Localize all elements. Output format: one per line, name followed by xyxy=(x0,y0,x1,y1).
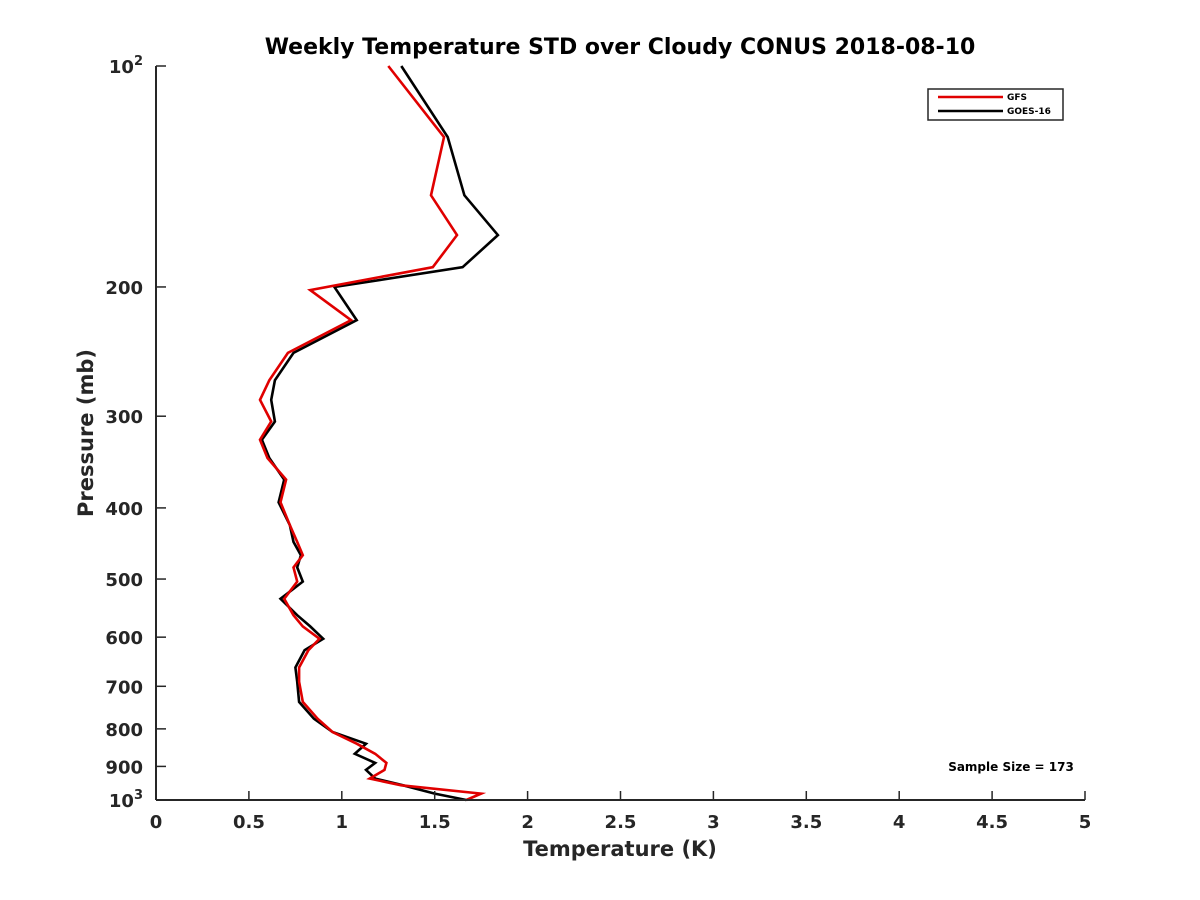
x-tick-label: 3.5 xyxy=(790,812,822,833)
legend: GFS GOES-16 xyxy=(927,88,1064,121)
sample-size-annotation: Sample Size = 173 xyxy=(948,760,1074,774)
x-tick-label: 1.5 xyxy=(419,812,451,833)
x-tick-label: 3 xyxy=(707,812,720,833)
y-tick-label: 300 xyxy=(105,407,143,428)
y-tick-label: 700 xyxy=(105,677,143,698)
series-line-goes16 xyxy=(260,65,500,802)
y-tick-label: 102 xyxy=(109,54,143,78)
x-tick-label: 0.5 xyxy=(233,812,265,833)
x-tick-label: 4 xyxy=(893,812,906,833)
y-axis-ticks: 102 200 300 400 500 600 700 800 900 103 xyxy=(105,54,166,812)
x-axis-label: Temperature (K) xyxy=(523,837,717,861)
x-tick-label: 4.5 xyxy=(976,812,1008,833)
x-tick-label: 2 xyxy=(521,812,534,833)
legend-label-gfs: GFS xyxy=(1007,93,1027,103)
y-tick-label: 800 xyxy=(105,720,143,741)
x-tick-label: 5 xyxy=(1079,812,1092,833)
legend-label-goes16: GOES-16 xyxy=(1007,107,1051,117)
plot-area xyxy=(258,65,500,802)
y-tick-label: 900 xyxy=(105,757,143,778)
y-tick-label: 103 xyxy=(109,788,143,812)
x-tick-label: 1 xyxy=(336,812,349,833)
y-tick-label: 500 xyxy=(105,570,143,591)
y-tick-label: 400 xyxy=(105,499,143,520)
x-tick-label: 0 xyxy=(150,812,163,833)
chart-title: Weekly Temperature STD over Cloudy CONUS… xyxy=(265,35,976,60)
y-tick-label: 200 xyxy=(105,278,143,299)
y-tick-label: 600 xyxy=(105,628,143,649)
x-axis-ticks: 0 0.5 1 1.5 2 2.5 3 3.5 4 4.5 5 xyxy=(150,791,1092,833)
series-line-gfs xyxy=(258,65,487,802)
x-tick-label: 2.5 xyxy=(605,812,637,833)
legend-box xyxy=(927,88,1064,121)
y-axis-label: Pressure (mb) xyxy=(74,349,98,517)
